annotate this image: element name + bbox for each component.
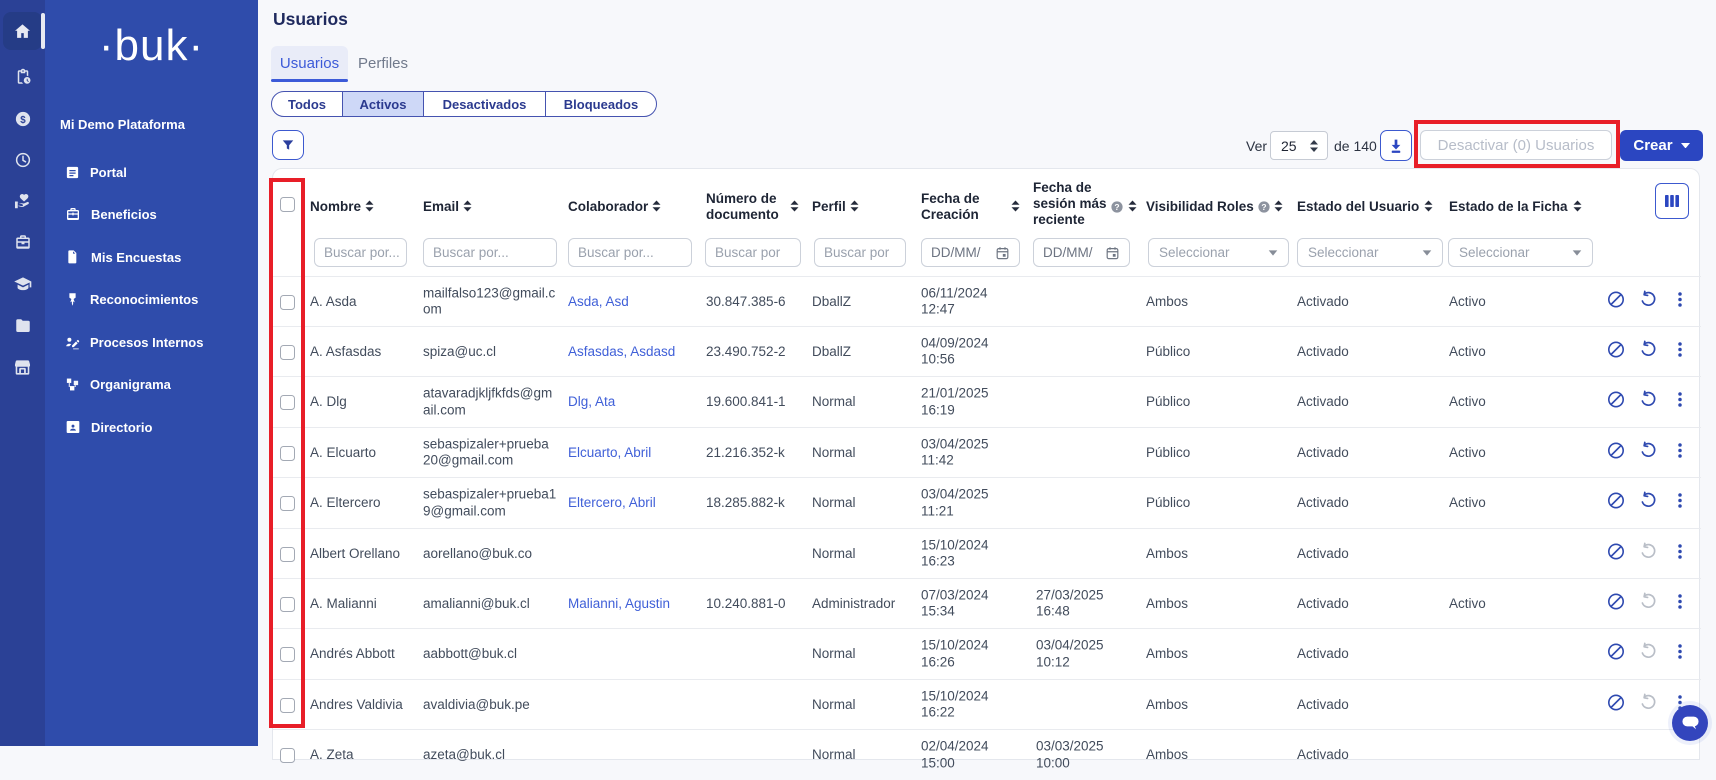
svg-text:$: $ bbox=[20, 115, 26, 126]
svg-text:?: ? bbox=[1261, 202, 1266, 212]
svg-text:?: ? bbox=[1114, 202, 1119, 212]
